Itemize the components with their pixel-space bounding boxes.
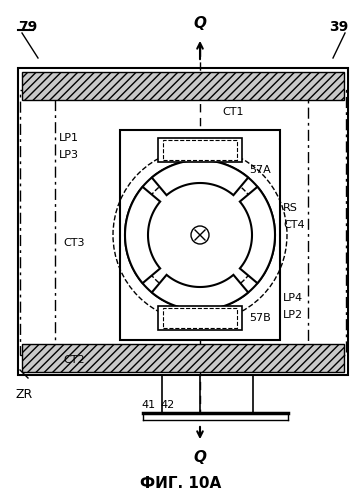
Polygon shape [125,187,160,283]
Text: LP4: LP4 [283,293,303,303]
Circle shape [191,226,209,244]
Text: LP3: LP3 [59,150,79,160]
Text: Q: Q [193,450,207,466]
Text: CT3: CT3 [63,238,85,248]
Polygon shape [152,160,248,195]
Text: CC: CC [170,226,188,239]
Bar [22,72,344,100]
Text: Q: Q [193,16,207,32]
Text: CT1: CT1 [222,107,244,117]
Bar [163,140,237,160]
Text: CT2: CT2 [63,355,85,365]
Text: LP1: LP1 [59,133,79,143]
Polygon shape [152,275,248,310]
Polygon shape [120,130,280,340]
Text: RS: RS [283,203,298,213]
Text: CT4: CT4 [283,220,305,230]
Text: 57A: 57A [249,165,271,175]
Text: 51: 51 [203,247,217,257]
Bar [158,306,242,330]
Text: 79: 79 [18,20,37,34]
Text: 39: 39 [329,20,348,34]
Text: LP2: LP2 [283,310,303,320]
Text: 41: 41 [141,400,155,410]
Bar [158,138,242,162]
Text: 57B: 57B [249,313,271,323]
Text: ZR: ZR [15,388,32,401]
Bar [22,344,344,372]
Bar [163,308,237,328]
Circle shape [125,160,275,310]
Text: 42: 42 [161,400,175,410]
Text: ФИГ. 10А: ФИГ. 10А [140,476,222,492]
Polygon shape [240,187,275,283]
